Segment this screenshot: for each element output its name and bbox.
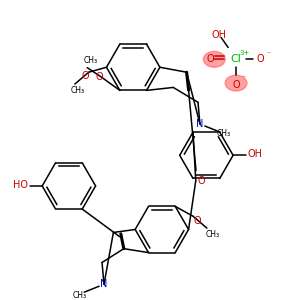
Text: O: O xyxy=(95,71,103,82)
Text: O: O xyxy=(82,71,89,81)
Text: Cl: Cl xyxy=(231,54,242,64)
Text: CH₃: CH₃ xyxy=(217,129,231,138)
Text: O: O xyxy=(198,176,206,186)
Text: CH₃: CH₃ xyxy=(83,56,98,65)
Text: O: O xyxy=(257,54,265,64)
Text: O: O xyxy=(193,216,201,226)
Text: CH₃: CH₃ xyxy=(72,291,86,300)
Text: OH: OH xyxy=(212,30,227,40)
Ellipse shape xyxy=(203,51,225,67)
Text: ⁻: ⁻ xyxy=(267,49,271,58)
Text: N: N xyxy=(196,119,204,129)
Text: ⁻: ⁻ xyxy=(242,74,246,82)
Text: O: O xyxy=(232,80,240,90)
Ellipse shape xyxy=(225,75,247,91)
Text: HO: HO xyxy=(13,180,28,190)
Text: OH: OH xyxy=(248,149,262,159)
Text: O: O xyxy=(206,54,214,64)
Text: CH₃: CH₃ xyxy=(206,230,220,238)
Text: CH₃: CH₃ xyxy=(71,85,85,94)
Text: 3+: 3+ xyxy=(240,50,250,56)
Text: N: N xyxy=(100,279,108,289)
